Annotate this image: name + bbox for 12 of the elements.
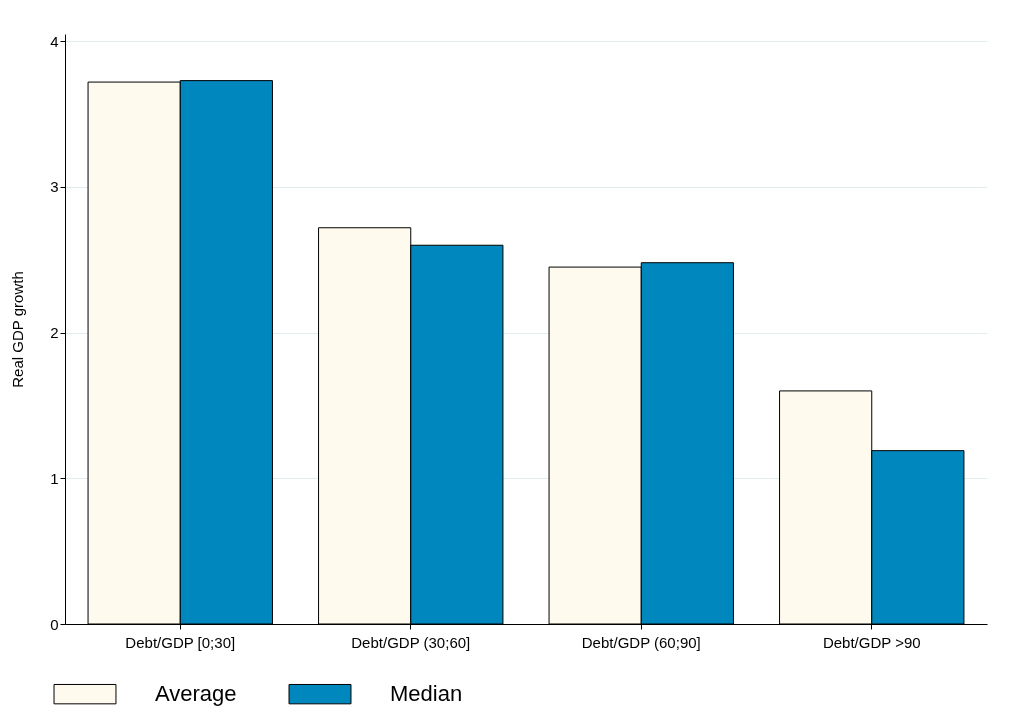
y-tick-label: 4 — [50, 32, 59, 50]
y-tick-label: 0 — [50, 615, 59, 633]
x-tick-label: Debt/GDP (60;90] — [581, 633, 701, 651]
legend-label: Average — [155, 681, 237, 707]
legend-label: Median — [390, 681, 463, 707]
y-axis-title: Real GDP growth — [9, 271, 27, 388]
x-tick-label: Debt/GDP (30;60] — [351, 633, 471, 651]
x-tick-label: Debt/GDP >90 — [822, 633, 921, 651]
y-tick-label: 2 — [50, 324, 59, 342]
y-tick-label: 1 — [50, 469, 59, 487]
x-tick-label: Debt/GDP [0;30] — [125, 633, 236, 651]
y-tick-label: 3 — [50, 178, 59, 196]
